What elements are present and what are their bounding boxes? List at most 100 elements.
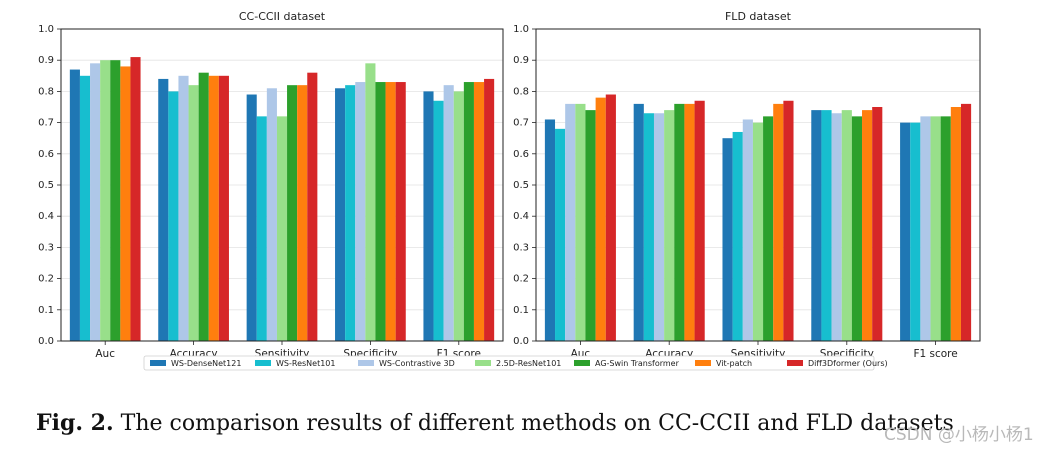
panel1-bar [266, 88, 277, 341]
panel2-bar [732, 131, 743, 341]
panel1-bar [168, 91, 179, 342]
panel1-bar [218, 75, 229, 342]
panel1-bar [484, 78, 495, 342]
panel1-bar [100, 60, 111, 341]
panel1-bar [110, 60, 121, 341]
panel2-bar [950, 107, 961, 341]
panel2-ytick-label: 0.1 [513, 305, 529, 316]
panel1-ytick-label: 0.2 [38, 274, 54, 285]
legend-label: Vit-patch [716, 359, 752, 368]
panel2-bar [674, 103, 685, 341]
legend-label: WS-ResNet101 [276, 359, 335, 368]
figure-caption: Fig. 2. The comparison results of differ… [36, 410, 954, 436]
panel1-bar [453, 91, 464, 342]
panel2-ytick-label: 0.3 [513, 242, 529, 253]
panel1-ytick-label: 1.0 [38, 24, 54, 35]
panel2-bar [664, 110, 675, 342]
legend-swatch [695, 360, 711, 366]
panel1-bar [473, 82, 485, 341]
panel1-bar [335, 88, 346, 341]
panel2-bar [763, 116, 774, 341]
panel2-bar [872, 107, 883, 341]
panel2-bar [633, 103, 644, 341]
panel2-bar [783, 100, 794, 341]
panel2-bar [544, 119, 556, 341]
panel1-bar [178, 75, 189, 342]
panel2-bar [565, 103, 576, 341]
panel1-bar [158, 78, 169, 342]
panel1-ytick-label: 0.3 [38, 242, 54, 253]
panel2-bar [940, 116, 951, 341]
panel2-bar [555, 128, 566, 341]
panel2-bar [653, 113, 665, 342]
panel2-bar [821, 110, 832, 342]
caption-label: Fig. 2. [36, 410, 114, 436]
panel2-ytick-label: 1.0 [513, 24, 529, 35]
panel1-bar [355, 82, 366, 341]
panel2-xtick-label: F1 score [913, 348, 957, 360]
panel1-xtick-label: Auc [95, 348, 115, 360]
panel1-bar [79, 75, 91, 342]
legend-swatch [475, 360, 491, 366]
legend-label: AG-Swin Transformer [595, 359, 680, 368]
panel2-bar [930, 116, 941, 341]
panel2-bar [851, 116, 863, 341]
panel2-title: FLD dataset [725, 10, 792, 23]
panel1-bar [345, 85, 356, 341]
legend-label: WS-DenseNet121 [171, 359, 241, 368]
panel2-ytick-label: 0.2 [513, 274, 529, 285]
panel2-bar [811, 110, 822, 342]
panel1-bar [365, 63, 376, 341]
panel1-bar [208, 75, 219, 342]
panel1-ytick-label: 0.7 [38, 118, 54, 129]
panel1-bar [433, 100, 444, 341]
panel2-ytick-label: 0.6 [513, 149, 529, 160]
panel2-ytick-label: 0.7 [513, 118, 529, 129]
panel2-bar [920, 116, 931, 341]
legend-box [143, 355, 875, 371]
panel1-ytick-label: 0.5 [38, 180, 54, 191]
panel1-bar [120, 66, 131, 341]
panel2-bar [862, 110, 873, 342]
panel1-bar [198, 72, 209, 342]
panel1-bar [130, 57, 141, 341]
panel2-bar [694, 100, 705, 341]
legend-swatch [787, 360, 803, 366]
legend-label: Diff3Dformer (Ours) [808, 359, 888, 368]
panel2-bar [643, 113, 654, 342]
panel2-bar [900, 122, 911, 341]
panel2-bar [575, 103, 586, 341]
panel1-ytick-label: 0.4 [38, 211, 54, 222]
panel2-bar [605, 94, 616, 342]
panel1-bar [307, 72, 318, 342]
panel1-bar [69, 69, 80, 341]
panel1-bar [443, 85, 454, 341]
panel2-ytick-label: 0.9 [513, 55, 529, 66]
panel2-bar [595, 97, 606, 341]
panel1-bar [423, 91, 434, 342]
panel1-bar [297, 85, 308, 341]
panel2-bar [752, 122, 764, 341]
panel2-bar [742, 119, 753, 341]
panel1-bar [287, 85, 298, 341]
panel1-title: CC-CCII dataset [239, 10, 326, 23]
panel2-ytick-label: 0.4 [513, 211, 529, 222]
panel1-bar [463, 82, 474, 341]
panel2-ytick-label: 0.0 [513, 336, 529, 347]
panel1-bar [375, 82, 386, 341]
panel1-frame [60, 28, 504, 342]
caption-text: The comparison results of different meth… [120, 411, 954, 436]
panel2-bar [684, 103, 695, 341]
panel1-ytick-label: 0.0 [38, 336, 54, 347]
panel2-bar [960, 103, 972, 341]
panel2-ytick-label: 0.8 [513, 86, 529, 97]
legend-swatch [358, 360, 374, 366]
panel2-bar [722, 138, 733, 341]
panel2-ytick-label: 0.5 [513, 180, 529, 191]
legend-swatch [150, 360, 166, 366]
panel1-bar [276, 116, 288, 341]
panel1-bar [256, 116, 267, 341]
legend-swatch [574, 360, 590, 366]
panel1-ytick-label: 0.1 [38, 305, 54, 316]
